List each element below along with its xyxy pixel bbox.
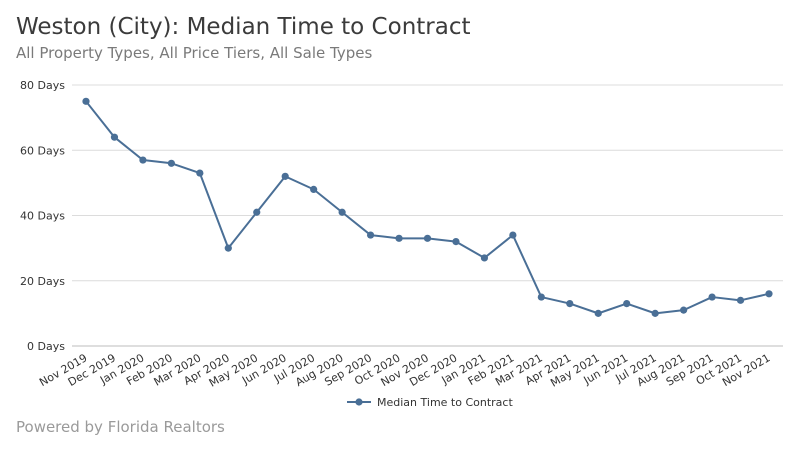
data-point bbox=[82, 97, 90, 105]
y-tick-label: 40 Days bbox=[20, 210, 65, 223]
legend-label: Median Time to Contract bbox=[377, 396, 513, 409]
data-point bbox=[224, 244, 232, 252]
grid-lines bbox=[72, 84, 783, 347]
chart-subtitle: All Property Types, All Price Tiers, All… bbox=[16, 44, 373, 62]
data-point bbox=[310, 185, 318, 193]
series-line bbox=[85, 100, 770, 315]
data-point bbox=[594, 309, 602, 317]
data-point bbox=[196, 169, 204, 177]
data-point bbox=[338, 208, 346, 216]
data-point bbox=[623, 299, 631, 308]
y-tick-label: 80 Days bbox=[20, 79, 65, 92]
data-point bbox=[480, 254, 489, 262]
y-axis-ticks: 0 Days 20 Days 40 Days 60 Days 80 Days bbox=[20, 79, 65, 353]
data-point bbox=[509, 231, 517, 239]
y-tick-label: 20 Days bbox=[20, 275, 65, 288]
data-point bbox=[736, 296, 745, 304]
data-point bbox=[110, 133, 119, 141]
data-point bbox=[651, 309, 659, 317]
data-point bbox=[765, 290, 773, 298]
data-point bbox=[281, 172, 289, 180]
chart-title: Weston (City): Median Time to Contract bbox=[16, 14, 471, 40]
data-point bbox=[395, 234, 403, 242]
data-point bbox=[566, 299, 574, 308]
footer-credit: Powered by Florida Realtors bbox=[16, 418, 225, 436]
data-point bbox=[537, 293, 545, 301]
data-point bbox=[708, 293, 716, 301]
y-tick-label: 60 Days bbox=[20, 144, 65, 157]
legend: Median Time to Contract bbox=[347, 396, 513, 409]
data-point bbox=[366, 231, 375, 239]
data-point bbox=[423, 234, 432, 242]
series-layer bbox=[82, 97, 773, 317]
data-point bbox=[167, 159, 175, 167]
data-point bbox=[139, 156, 147, 164]
legend-marker bbox=[355, 398, 363, 406]
data-point bbox=[452, 238, 460, 246]
data-point bbox=[253, 208, 261, 216]
y-tick-label: 0 Days bbox=[27, 340, 65, 353]
data-point bbox=[680, 306, 688, 314]
